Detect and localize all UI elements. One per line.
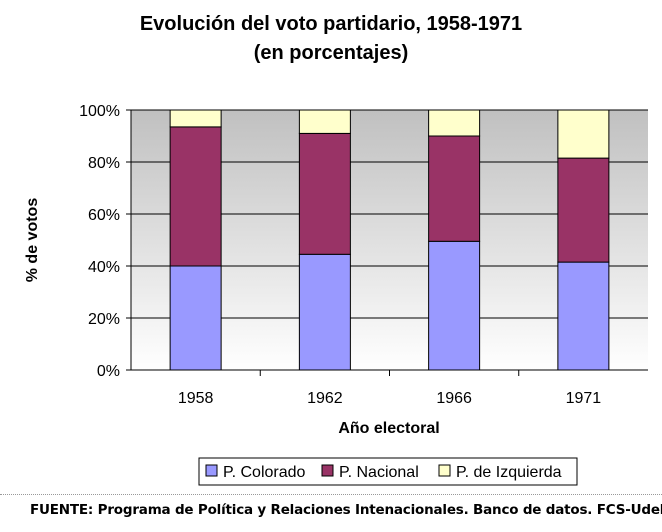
bar-p-colorado-1958 <box>169 265 222 371</box>
y-tick-label: 20% <box>88 311 120 328</box>
bar-p-nacional-1971 <box>557 157 610 263</box>
x-tick-label: 1958 <box>178 390 214 407</box>
bar-p-nacional-1966 <box>428 135 481 242</box>
legend: P. Colorado P. Nacional P. de Izquierda <box>198 457 578 486</box>
bar-p-de-izquierda-1966 <box>428 109 481 137</box>
bar-p-de-izquierda-1971 <box>557 109 610 159</box>
y-tick-label: 0% <box>97 363 120 380</box>
legend-swatch <box>205 464 218 477</box>
bar-p-nacional-1958 <box>169 126 222 267</box>
source-note: FUENTE: Programa de Política y Relacione… <box>30 502 662 518</box>
bar-p-colorado-1962 <box>298 253 351 371</box>
y-axis-label: % de votos <box>24 198 41 283</box>
legend-entry: P. Colorado <box>223 464 306 481</box>
x-axis-label: Año electoral <box>338 420 439 437</box>
y-tick-label: 80% <box>88 155 120 172</box>
legend-swatch <box>321 464 334 477</box>
chart-title: Evolución del voto partidario, 1958-1971 <box>140 13 522 35</box>
y-tick-label: 60% <box>88 207 120 224</box>
stacked-bar-chart: Evolución del voto partidario, 1958-1971… <box>24 13 648 486</box>
bar-p-nacional-1962 <box>298 132 351 255</box>
bar-p-de-izquierda-1958 <box>169 109 222 128</box>
legend-swatch <box>438 464 451 477</box>
bar-p-colorado-1971 <box>557 261 610 371</box>
legend-entry: P. Nacional <box>339 464 419 481</box>
x-tick-label: 1966 <box>436 390 472 407</box>
bar-p-colorado-1966 <box>428 240 481 371</box>
y-tick-label: 40% <box>88 259 120 276</box>
x-tick-label: 1971 <box>566 390 602 407</box>
bar-p-de-izquierda-1962 <box>298 109 351 134</box>
y-tick-label: 100% <box>79 103 120 120</box>
divider-line <box>0 494 662 495</box>
legend-entry: P. de Izquierda <box>456 464 562 481</box>
legend-box <box>198 457 578 486</box>
x-tick-label: 1962 <box>307 390 343 407</box>
chart-subtitle: (en porcentajes) <box>254 42 408 64</box>
